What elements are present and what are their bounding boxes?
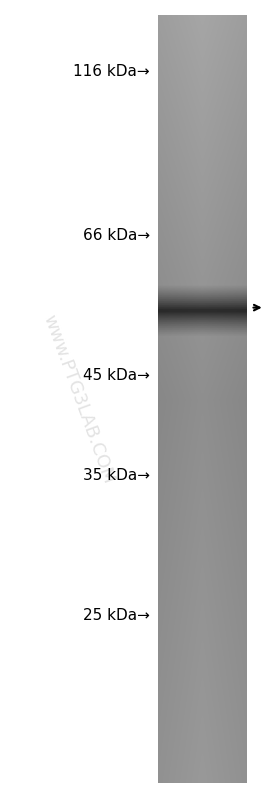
Text: 116 kDa→: 116 kDa→ [73,65,150,79]
Text: 45 kDa→: 45 kDa→ [83,368,150,383]
Text: 35 kDa→: 35 kDa→ [83,468,150,483]
Text: 25 kDa→: 25 kDa→ [83,608,150,622]
Text: 66 kDa→: 66 kDa→ [83,229,150,243]
Text: www.PTG3LAB.COM: www.PTG3LAB.COM [39,312,117,487]
